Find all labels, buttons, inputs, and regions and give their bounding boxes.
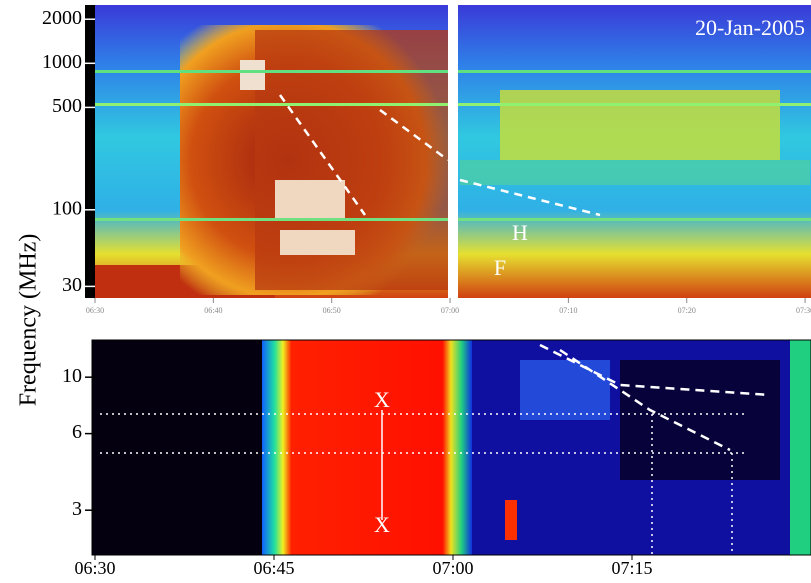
bottom-spectrogram	[91, 339, 811, 556]
x-tick-label: 06:45	[253, 558, 294, 578]
y-tick-label: 2000	[42, 7, 82, 29]
y-tick-label: 3	[72, 498, 82, 520]
x-tick-label: 07:15	[611, 558, 652, 578]
x-tick-label: 07:00	[441, 306, 459, 315]
x-tick-label: 07:20	[678, 306, 696, 315]
x-tick-label: 07:00	[432, 558, 473, 578]
x-tick-label: 07:30	[796, 306, 811, 315]
y-tick-label: 500	[52, 95, 82, 117]
y-axis-label: Frequency (MHz)	[16, 234, 42, 407]
band-label: H	[512, 220, 528, 245]
x-tick-label: 06:30	[74, 558, 115, 578]
x-tick-label: 06:30	[86, 306, 104, 315]
y-tick-label: 30	[62, 274, 82, 296]
y-tick-label: 10	[62, 365, 82, 387]
y-tick-label: 100	[52, 197, 82, 219]
marker-label: X	[374, 512, 390, 537]
y-tick-label: 1000	[42, 51, 82, 73]
band-label: F	[494, 255, 506, 280]
x-tick-label: 07:10	[559, 306, 577, 315]
x-tick-label: 06:40	[204, 306, 222, 315]
top-spectrogram	[85, 5, 811, 298]
x-tick-label: 06:50	[323, 306, 341, 315]
date-annotation: 20-Jan-2005	[695, 15, 805, 40]
y-tick-label: 6	[72, 421, 82, 443]
marker-label: X	[374, 387, 390, 412]
